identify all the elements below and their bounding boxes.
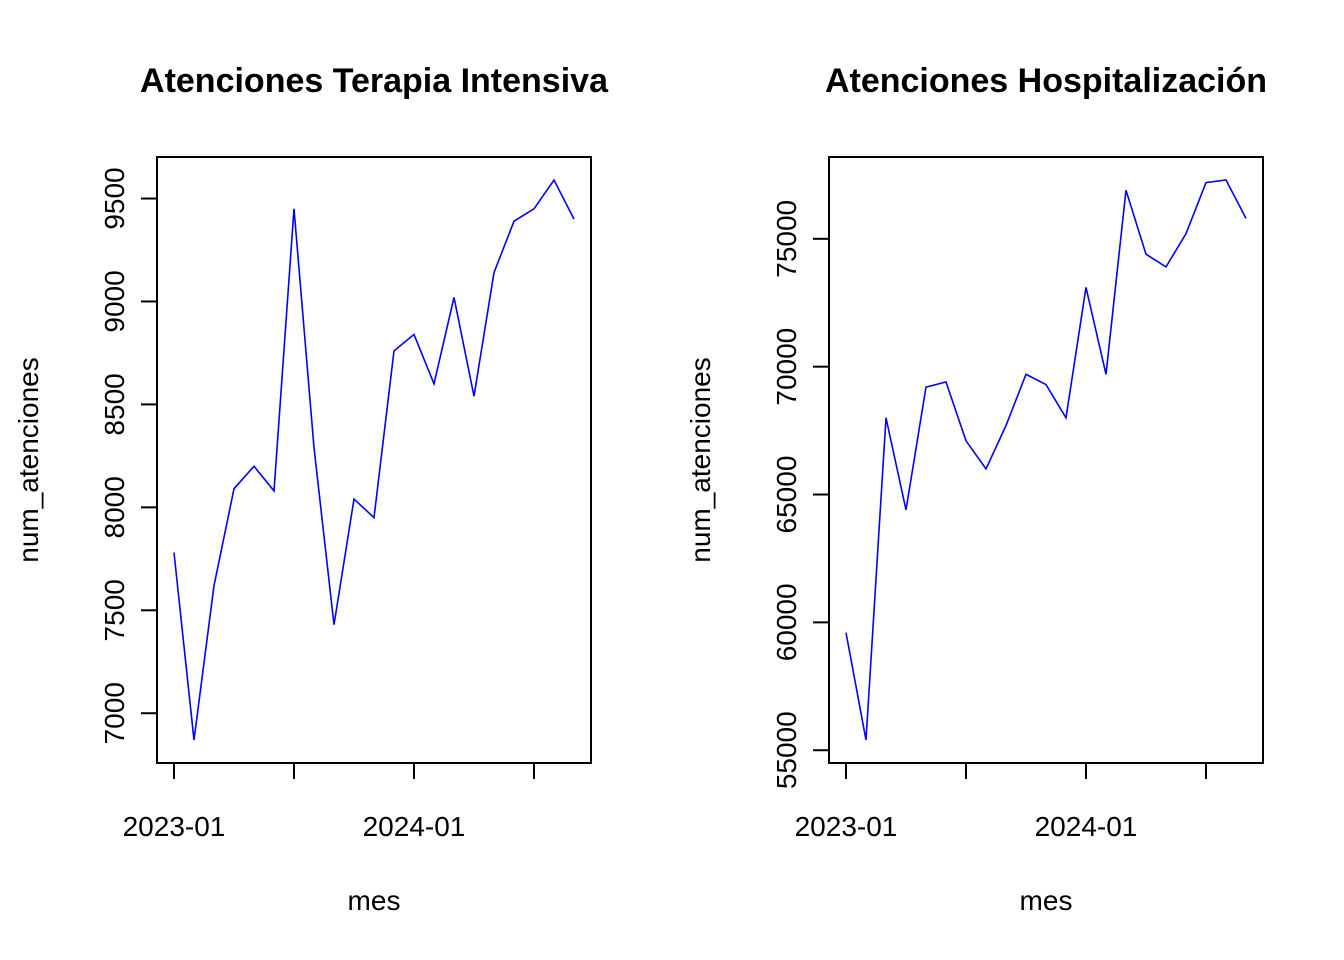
data-point — [473, 395, 475, 397]
chart-title-2: Atenciones Hospitalización — [825, 62, 1267, 100]
data-point — [573, 218, 575, 220]
y-tick-label: 7500 — [99, 579, 130, 641]
data-point — [213, 584, 215, 586]
data-point — [885, 417, 887, 419]
data-point — [553, 179, 555, 181]
series-line-2 — [845, 179, 1247, 741]
y-tick-label: 75000 — [771, 200, 802, 278]
data-point — [433, 383, 435, 385]
y-tick-label: 9500 — [99, 167, 130, 229]
data-point — [1225, 179, 1227, 181]
data-point — [1165, 266, 1167, 268]
y-axis-label-2: num_atenciones — [685, 357, 716, 562]
data-point — [845, 631, 847, 633]
data-point — [1005, 424, 1007, 426]
data-point — [513, 220, 515, 222]
data-point — [945, 381, 947, 383]
y-tick-label: 65000 — [771, 456, 802, 534]
y-tick-label: 60000 — [771, 583, 802, 661]
x-tick-label: 2023-01 — [123, 811, 226, 842]
plot-frame-2 — [828, 156, 1264, 764]
data-point — [393, 350, 395, 352]
series-line-1 — [173, 178, 575, 741]
data-point — [1045, 383, 1047, 385]
data-point — [373, 516, 375, 518]
data-point — [1205, 181, 1207, 183]
data-point — [965, 440, 967, 442]
data-point — [413, 333, 415, 335]
data-point — [293, 208, 295, 210]
x-axis-label-1: mes — [348, 885, 401, 916]
data-point — [1125, 189, 1127, 191]
data-point — [273, 490, 275, 492]
data-point — [1025, 373, 1027, 375]
data-point — [985, 468, 987, 470]
data-point — [1145, 253, 1147, 255]
y-tick-label: 9000 — [99, 270, 130, 332]
y-tick-label: 55000 — [771, 711, 802, 789]
chart-title-1: Atenciones Terapia Intensiva — [140, 62, 609, 100]
y-tick-label: 7000 — [99, 682, 130, 744]
data-point — [1185, 232, 1187, 234]
data-point — [333, 624, 335, 626]
data-point — [453, 296, 455, 298]
data-point — [905, 509, 907, 511]
x-tick-label: 2024-01 — [1035, 811, 1138, 842]
data-point — [1245, 217, 1247, 219]
data-point — [353, 498, 355, 500]
data-point — [1105, 373, 1107, 375]
y-tick-label: 8500 — [99, 373, 130, 435]
plot-frame-1 — [156, 156, 592, 764]
x-tick-label: 2023-01 — [795, 811, 898, 842]
data-point — [533, 208, 535, 210]
data-point — [193, 739, 195, 741]
data-point — [865, 739, 867, 741]
data-point — [253, 465, 255, 467]
y-tick-label: 70000 — [771, 328, 802, 406]
data-point — [1065, 417, 1067, 419]
data-point — [313, 446, 315, 448]
data-point — [1085, 286, 1087, 288]
y-axis-label-1: num_atenciones — [13, 357, 44, 562]
x-tick-label: 2024-01 — [363, 811, 466, 842]
data-point — [173, 551, 175, 553]
data-point — [233, 488, 235, 490]
data-point — [493, 271, 495, 273]
y-tick-label: 8000 — [99, 476, 130, 538]
data-point — [925, 386, 927, 388]
x-axis-label-2: mes — [1020, 885, 1073, 916]
